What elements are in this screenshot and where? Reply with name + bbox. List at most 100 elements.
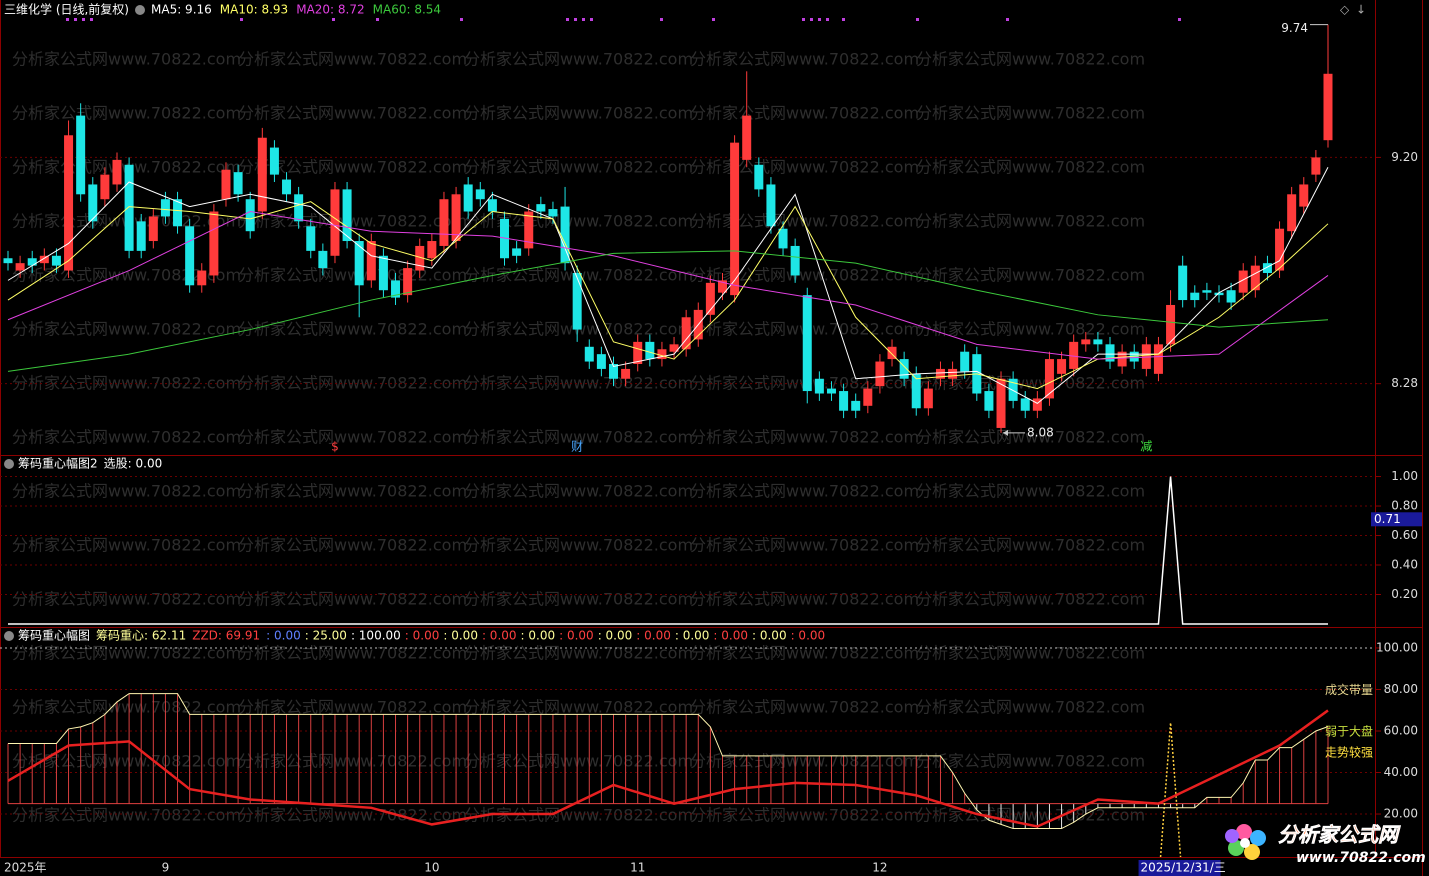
logo-petal xyxy=(1250,830,1266,846)
watermark: 分析家公式网www.70822.com xyxy=(690,50,919,69)
watermark: 分析家公式网www.70822.com xyxy=(12,428,241,447)
watermark: 分析家公式网www.70822.com xyxy=(690,806,919,825)
watermark: 分析家公式网www.70822.com xyxy=(690,104,919,123)
candle-body xyxy=(1250,265,1260,291)
candle-body xyxy=(1166,304,1176,345)
watermark: 分析家公式网www.70822.com xyxy=(464,644,693,663)
candle-body xyxy=(1323,73,1333,141)
candle-body xyxy=(1262,263,1272,273)
watermark: 分析家公式网www.70822.com xyxy=(12,104,241,123)
watermark: 分析家公式网www.70822.com xyxy=(12,644,241,663)
candle-body xyxy=(1105,344,1115,362)
signal-dot xyxy=(590,18,593,21)
x-tick-label: 11 xyxy=(630,861,645,875)
watermark: 分析家公式网www.70822.com xyxy=(238,536,467,555)
candle-body xyxy=(730,142,740,296)
event-marker: $ xyxy=(331,440,339,454)
series-line xyxy=(8,693,1329,830)
candle-body xyxy=(439,199,449,246)
watermark: 分析家公式网www.70822.com xyxy=(12,50,241,69)
candle-body xyxy=(863,388,873,406)
watermark: 分析家公式网www.70822.com xyxy=(238,806,467,825)
candle-body xyxy=(766,184,776,227)
candle-body xyxy=(609,364,618,379)
candle-body xyxy=(209,211,219,276)
candle-body xyxy=(560,206,570,264)
watermark: 分析家公式网www.70822.com xyxy=(916,536,1145,555)
candle-body xyxy=(51,255,61,266)
y-tick-label: 80.00 xyxy=(1384,682,1418,696)
signal-dot xyxy=(810,18,813,21)
watermark: 分析家公式网www.70822.com xyxy=(12,698,241,717)
candle-body xyxy=(948,368,958,379)
candle-body xyxy=(1081,339,1091,345)
y-tick-label: 40.00 xyxy=(1384,765,1418,779)
candle-body xyxy=(1044,359,1054,399)
candle-body xyxy=(148,216,158,242)
watermark: 分析家公式网www.70822.com xyxy=(12,536,241,555)
legend-entry: MA60: 8.54 xyxy=(373,3,441,17)
watermark: 分析家公式网www.70822.com xyxy=(238,698,467,717)
legend-entry: MA10: 8.93 xyxy=(220,3,288,17)
candle-body xyxy=(415,245,425,271)
header-value: : 0.00 xyxy=(443,629,478,643)
candle-body xyxy=(911,373,921,409)
watermark: 分析家公式网www.70822.com xyxy=(12,320,241,339)
y-tick-label: 0.20 xyxy=(1391,587,1418,601)
watermark: 分析家公式网www.70822.com xyxy=(238,644,467,663)
logo-petal xyxy=(1236,824,1252,840)
candle-body xyxy=(282,179,292,195)
watermark: 分析家公式网www.70822.com xyxy=(12,806,241,825)
candle-body xyxy=(1008,378,1018,401)
header-value: : 0.00 xyxy=(713,629,748,643)
watermark: 分析家公式网www.70822.com xyxy=(238,158,467,177)
watermark: 分析家公式网www.70822.com xyxy=(690,644,919,663)
candle-body xyxy=(342,189,352,242)
logo-center xyxy=(1240,838,1250,848)
candle-body xyxy=(1093,339,1103,345)
watermark: 分析家公式网www.70822.com xyxy=(238,482,467,501)
watermark: 分析家公式网www.70822.com xyxy=(916,158,1145,177)
signal-dot xyxy=(376,18,379,21)
candle-body xyxy=(463,184,473,212)
watermark: 分析家公式网www.70822.com xyxy=(238,266,467,285)
candle-body xyxy=(851,400,861,411)
toolbar-icon[interactable]: ◇ xyxy=(1340,3,1350,17)
toolbar-icon[interactable]: ↓ xyxy=(1356,3,1366,17)
header-icon xyxy=(4,631,14,641)
watermark: 分析家公式网www.70822.com xyxy=(464,752,693,771)
signal-dot xyxy=(74,18,77,21)
candle-body xyxy=(621,368,631,379)
candle-body xyxy=(39,255,49,264)
watermark: 分析家公式网www.70822.com xyxy=(12,374,241,393)
candle-body xyxy=(112,159,122,185)
side-label: 弱于大盘 xyxy=(1325,723,1373,738)
header-value: : 0.00 xyxy=(405,629,440,643)
header-value: : 0.00 xyxy=(521,629,556,643)
candle-body xyxy=(173,199,183,227)
candle-body xyxy=(1226,290,1236,303)
signal-dot xyxy=(82,18,85,21)
candle-body xyxy=(1311,157,1321,175)
candle-body xyxy=(875,361,885,387)
candle-body xyxy=(136,221,146,251)
header-value: : 25.00 xyxy=(305,629,347,643)
logo-petal xyxy=(1244,844,1260,860)
series-line xyxy=(8,476,1328,625)
watermark: 分析家公式网www.70822.com xyxy=(464,590,693,609)
candle-body xyxy=(802,295,812,392)
series-line xyxy=(7,709,1329,828)
header-icon xyxy=(135,5,145,15)
candle-body xyxy=(487,199,497,212)
candle-body xyxy=(124,164,134,251)
watermark: 分析家公式网www.70822.com xyxy=(12,590,241,609)
candle-body xyxy=(15,263,25,271)
watermark: 分析家公式网www.70822.com xyxy=(690,428,919,447)
watermark: 分析家公式网www.70822.com xyxy=(464,698,693,717)
candle-body xyxy=(233,172,243,195)
header-value: : 0.00 xyxy=(559,629,594,643)
signal-dot xyxy=(566,18,569,21)
candle-body xyxy=(221,169,231,200)
watermark: 分析家公式网www.70822.com xyxy=(916,266,1145,285)
